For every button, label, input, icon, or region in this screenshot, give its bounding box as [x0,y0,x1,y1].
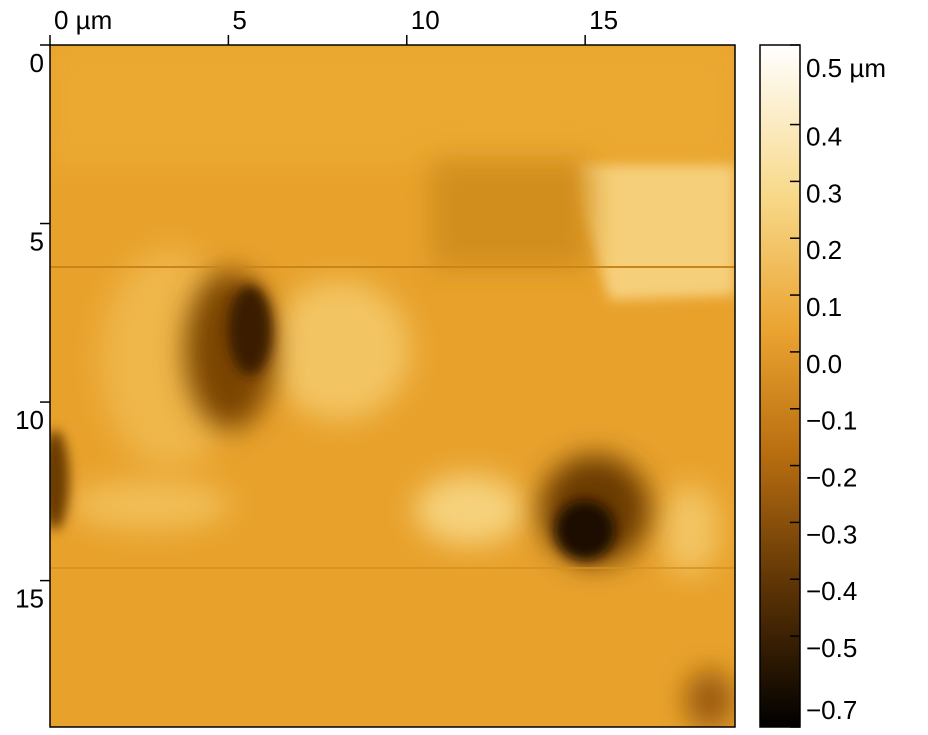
y-tick-label: 0 [30,48,44,78]
colorbar-label: −0.5 [806,633,857,663]
x-tick-label: 10 [411,5,440,35]
colorbar-label: 0.0 [806,349,842,379]
colorbar-label: −0.3 [806,519,857,549]
colorbar-label: −0.1 [806,406,857,436]
y-tick-label: 10 [15,405,44,435]
x-tick-label: 15 [589,5,618,35]
colorbar-label: 0.3 [806,178,842,208]
y-tick-label: 15 [15,583,44,613]
colorbar [759,44,801,728]
plot-frame [49,44,736,728]
y-tick-label: 5 [30,226,44,256]
colorbar-label: 0.2 [806,235,842,265]
x-tick-label: 5 [232,5,246,35]
height-map [50,45,735,727]
colorbar-label: −0.7 [806,695,857,725]
colorbar-label: −0.2 [806,462,857,492]
colorbar-label: −0.4 [806,576,857,606]
x-tick-label: 0 µm [54,5,112,35]
colorbar-label: 0.4 [806,121,842,151]
colorbar-label: 0.1 [806,292,842,322]
colorbar-label: 0.5 µm [806,53,886,83]
